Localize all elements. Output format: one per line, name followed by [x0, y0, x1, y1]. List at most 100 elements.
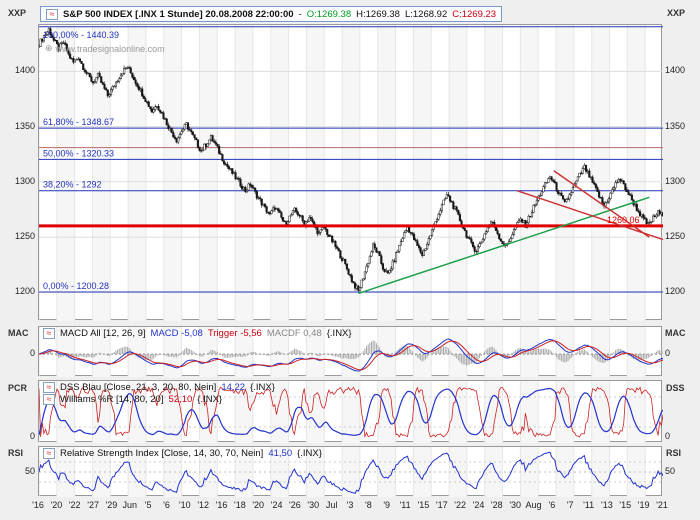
candle-body [416, 240, 419, 246]
time-axis-label: '29 [105, 500, 118, 510]
candle-body [306, 220, 309, 223]
candle-body [355, 285, 358, 289]
candle-body [562, 195, 565, 200]
candle-body [311, 218, 314, 222]
candle-body [154, 106, 157, 110]
candle-body [226, 163, 229, 167]
candle-body [540, 191, 543, 196]
candle-body [342, 258, 345, 261]
grid [39, 25, 646, 321]
candle-body [110, 89, 113, 95]
scale-label-dss-right: DSS [666, 383, 685, 393]
quote-high: H:1269.38 [356, 8, 400, 20]
candle-body [473, 246, 476, 252]
candle-body [408, 226, 411, 233]
candle-body [409, 232, 412, 234]
candle-body [218, 145, 221, 154]
candle-body [655, 214, 658, 218]
trendline[interactable] [553, 170, 650, 238]
time-axis-label: '22 [454, 500, 466, 510]
candle-body [309, 217, 312, 220]
candle-body [124, 67, 127, 70]
candle-body [401, 237, 404, 242]
macd-trigger-line [39, 340, 663, 371]
candle-body [542, 186, 545, 193]
candle-body [375, 247, 378, 253]
candle-body [558, 192, 561, 195]
candle-body [331, 235, 334, 243]
candle-body [70, 58, 73, 60]
indicator-icon: ≈ [43, 382, 55, 393]
candle-body [234, 172, 237, 179]
candle-body [422, 250, 425, 256]
dss-indicator-panel[interactable]: ≈ DSS Blau [Close, 21, 3, 20, 80, Nein] … [38, 380, 663, 443]
time-axis-label: '15 [417, 500, 430, 510]
rsi-indicator-panel[interactable]: ≈ Relative Strength Index [Close, 14, 30… [38, 446, 663, 497]
candle-body [363, 271, 366, 279]
time-axis-label: '30 [307, 500, 320, 510]
candle-body [357, 285, 360, 291]
candle-body [329, 235, 332, 237]
candle-body [275, 208, 278, 210]
candle-body [277, 208, 280, 211]
price-plot: 100,00% - 1440.39 61,80% - 1348.67 50,00% … [39, 25, 663, 321]
candle-body [486, 227, 489, 232]
candle-body [164, 118, 167, 120]
candle-body [501, 240, 504, 245]
dss-tick-label: 0 [665, 431, 671, 441]
candle-body [660, 212, 663, 215]
candle-body [185, 122, 188, 125]
candle-body [92, 81, 95, 84]
candle-body [105, 88, 108, 91]
candle-body [288, 215, 291, 222]
candle-body [75, 59, 78, 61]
main-price-chart-panel[interactable]: 100,00% - 1440.39 61,80% - 1348.67 50,00% … [38, 24, 663, 321]
candle-body [193, 134, 196, 138]
candle-body [539, 195, 542, 197]
candle-body [521, 218, 524, 223]
price-tick-label: 1200 [665, 286, 686, 297]
candle-body [406, 226, 409, 231]
candle-body [293, 207, 296, 211]
candle-body [149, 106, 152, 110]
candle-body [232, 172, 235, 174]
time-axis-label: '19 [637, 500, 650, 510]
candle-body [404, 230, 407, 233]
dss-title: DSS Blau [Close, 21, 3, 20, 80, Nein] [60, 382, 217, 393]
candle-body [581, 168, 584, 174]
candle-body [273, 207, 276, 210]
candle-body [339, 250, 342, 259]
trendline[interactable] [516, 189, 663, 244]
price-tick-label: 1250 [14, 231, 35, 242]
candle-body [242, 186, 245, 190]
candle-body [255, 191, 258, 199]
scale-label-main-left: XXP [8, 8, 27, 18]
time-axis-label: '3 [346, 500, 354, 510]
candle-body [108, 94, 111, 97]
candle-body [100, 76, 103, 83]
macd-indicator-panel[interactable]: ≈ MACD All [12, 26, 9] MACD -5,08 Trigge… [38, 326, 663, 377]
candle-body [553, 181, 556, 183]
candle-body [650, 221, 653, 223]
candle-body [481, 238, 484, 243]
time-axis-label: '28 [490, 500, 503, 510]
candle-body [347, 268, 350, 275]
candle-body [586, 170, 589, 172]
price-tick-label: 1300 [14, 175, 35, 186]
candle-body [278, 210, 281, 213]
trendline[interactable] [358, 196, 650, 295]
candle-body [95, 77, 98, 83]
instrument-header[interactable]: ≈ S&P 500 INDEX [.INX 1 Stunde] 20.08.20… [40, 6, 503, 22]
candle-body [380, 255, 383, 264]
time-axis[interactable]: '16 '20 '22 '27 '29 Jun '5 '6 '10 '12 '16 '18 '20 '24… [32, 500, 668, 514]
candle-body [208, 139, 211, 145]
candle-body [249, 183, 252, 186]
rsi-value: 41,50 [268, 448, 293, 459]
candle-body [467, 237, 470, 239]
candle-body [285, 221, 288, 225]
candle-body [457, 209, 460, 215]
candle-body [87, 72, 90, 75]
candle-body [647, 222, 650, 224]
candle-body [196, 139, 199, 148]
candle-body [530, 212, 534, 218]
